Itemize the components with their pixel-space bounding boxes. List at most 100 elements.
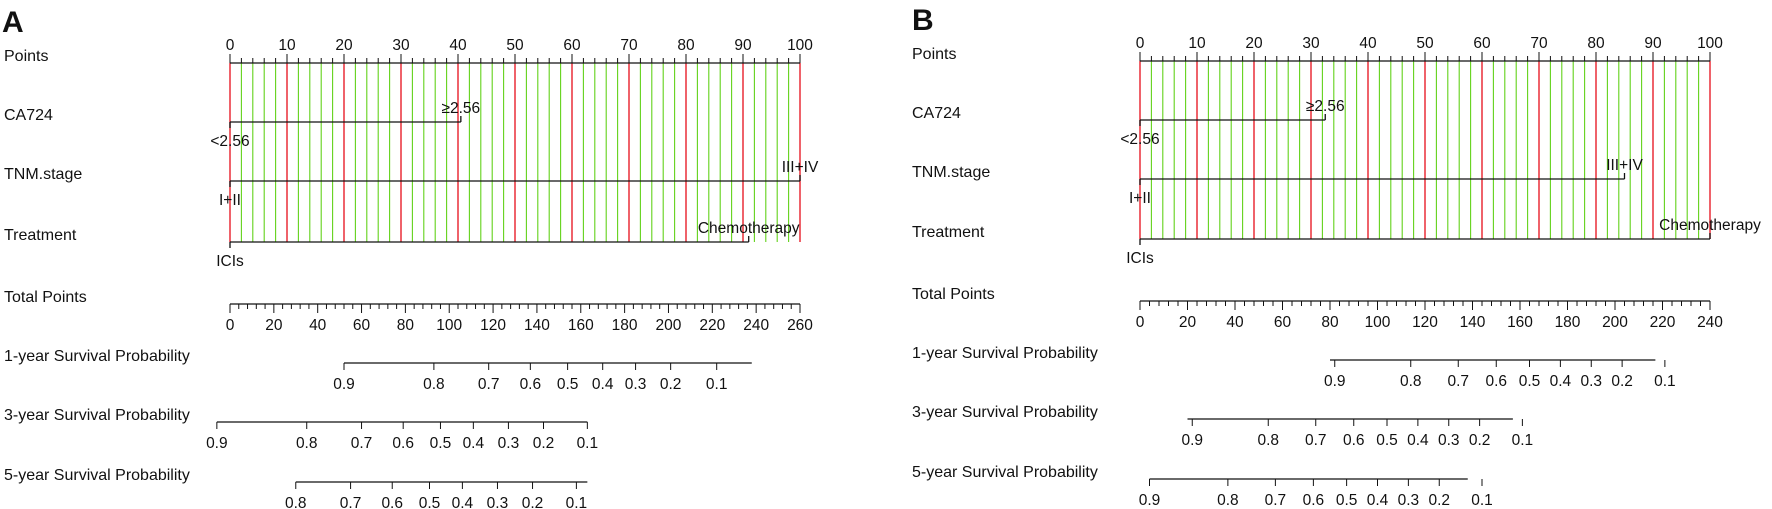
prob-tick-label: 0.1 [566,495,588,509]
axis-tick-label: 0 [1136,314,1145,331]
axis-tick-label: 20 [265,317,283,334]
prob-tick-label: 0.9 [333,376,355,393]
panel-label: B [912,4,934,37]
row-label: Points [912,46,956,63]
nomogram-panel-b: B Points 0 10 20 30 40 50 60 70 80 90 100 CA724 <2.56 ≥… [912,4,1761,509]
row-label: 3-year Survival Probability [4,407,190,424]
axis-tick-label: 180 [1555,314,1581,331]
axis-tick-label: 40 [449,37,467,54]
prob-tick-label: 0.8 [1217,492,1239,509]
axis-tick-label: 120 [480,317,506,334]
axis-tick-label: 160 [568,317,594,334]
prob-tick-label: 0.7 [1305,432,1327,449]
axis-tick-label: 160 [1507,314,1533,331]
row-label: TNM.stage [4,166,82,183]
prob-tick-label: 0.5 [430,435,452,452]
axis-tick-label: 50 [1416,35,1434,52]
axis-tick-label: 220 [1650,314,1676,331]
prob-tick-label: 0.3 [1580,373,1602,390]
level-label: III+IV [782,159,819,176]
prob-tick-label: 0.9 [1181,432,1203,449]
prob-tick-label: 0.8 [285,495,307,509]
panel-label: A [2,6,24,39]
prob-tick-label: 0.8 [1257,432,1279,449]
axis-tick-label: 80 [1587,35,1605,52]
prob-tick-label: 0.7 [340,495,362,509]
axis-tick-label: 260 [787,317,813,334]
prob-tick-label: 0.6 [520,376,542,393]
level-label: ICIs [1126,250,1154,267]
axis-tick-label: 100 [1365,314,1391,331]
prob-tick-label: 0.5 [419,495,441,509]
prob-tick-label: 0.3 [1438,432,1460,449]
row-label: Points [4,48,48,65]
prob-tick-label: 0.7 [1265,492,1287,509]
prob-tick-label: 0.2 [533,435,555,452]
axis-tick-label: 90 [1644,35,1662,52]
axis-tick-label: 80 [677,37,695,54]
prob-tick-label: 0.9 [1324,373,1346,390]
prob-tick-label: 0.1 [1512,432,1534,449]
axis-tick-label: 10 [278,37,296,54]
level-label: III+IV [1606,157,1643,174]
prob-tick-label: 0.2 [1428,492,1450,509]
prob-tick-label: 0.3 [487,495,509,509]
prob-tick-label: 0.4 [452,495,474,509]
row-label: Total Points [912,286,995,303]
axis-tick-label: 40 [1359,35,1377,52]
axis-tick-label: 80 [1321,314,1339,331]
axis-tick-label: 100 [1697,35,1723,52]
level-label: Chemotherapy [698,220,800,237]
axis-tick-label: 140 [524,317,550,334]
prob-tick-label: 0.4 [592,376,614,393]
prob-tick-label: 0.1 [1654,373,1676,390]
axis-tick-label: 140 [1460,314,1486,331]
axis-tick-label: 240 [1697,314,1723,331]
prob-tick-label: 0.2 [1469,432,1491,449]
prob-tick-label: 0.4 [463,435,485,452]
prob-tick-label: 0.8 [296,435,318,452]
prob-tick-label: 0.9 [206,435,228,452]
axis-tick-label: 20 [335,37,353,54]
level-label: Chemotherapy [1659,217,1761,234]
axis-tick-label: 200 [656,317,682,334]
axis-tick-label: 80 [397,317,415,334]
axis-tick-label: 100 [436,317,462,334]
axis-tick-label: 30 [392,37,410,54]
axis-tick-label: 60 [563,37,581,54]
axis-tick-label: 70 [1530,35,1548,52]
axis-tick-label: 0 [1136,35,1145,52]
prob-tick-label: 0.5 [1336,492,1358,509]
axis-tick-label: 40 [309,317,327,334]
prob-tick-label: 0.3 [1398,492,1420,509]
level-label: I+II [1129,190,1151,207]
row-label: Total Points [4,289,87,306]
row-label: 5-year Survival Probability [912,464,1098,481]
prob-tick-label: 0.6 [392,435,414,452]
axis-tick-label: 60 [1274,314,1292,331]
prob-tick-label: 0.7 [351,435,373,452]
prob-tick-label: 0.8 [423,376,445,393]
row-label: CA724 [4,107,53,124]
prob-tick-label: 0.9 [1139,492,1161,509]
row-label: 1-year Survival Probability [4,348,190,365]
prob-tick-label: 0.1 [706,376,728,393]
row-label: CA724 [912,105,961,122]
axis-tick-label: 90 [734,37,752,54]
prob-tick-label: 0.6 [1485,373,1507,390]
prob-tick-label: 0.3 [498,435,520,452]
row-label: Treatment [4,227,77,244]
axis-tick-label: 20 [1245,35,1263,52]
prob-tick-label: 0.8 [1400,373,1422,390]
level-label: <2.56 [210,133,249,150]
prob-tick-label: 0.1 [577,435,599,452]
prob-tick-label: 0.7 [478,376,500,393]
axis-tick-label: 60 [353,317,371,334]
axis-tick-label: 60 [1473,35,1491,52]
row-label: TNM.stage [912,164,990,181]
prob-tick-label: 0.5 [557,376,579,393]
axis-tick-label: 0 [226,317,235,334]
axis-tick-label: 70 [620,37,638,54]
prob-tick-label: 0.4 [1550,373,1572,390]
